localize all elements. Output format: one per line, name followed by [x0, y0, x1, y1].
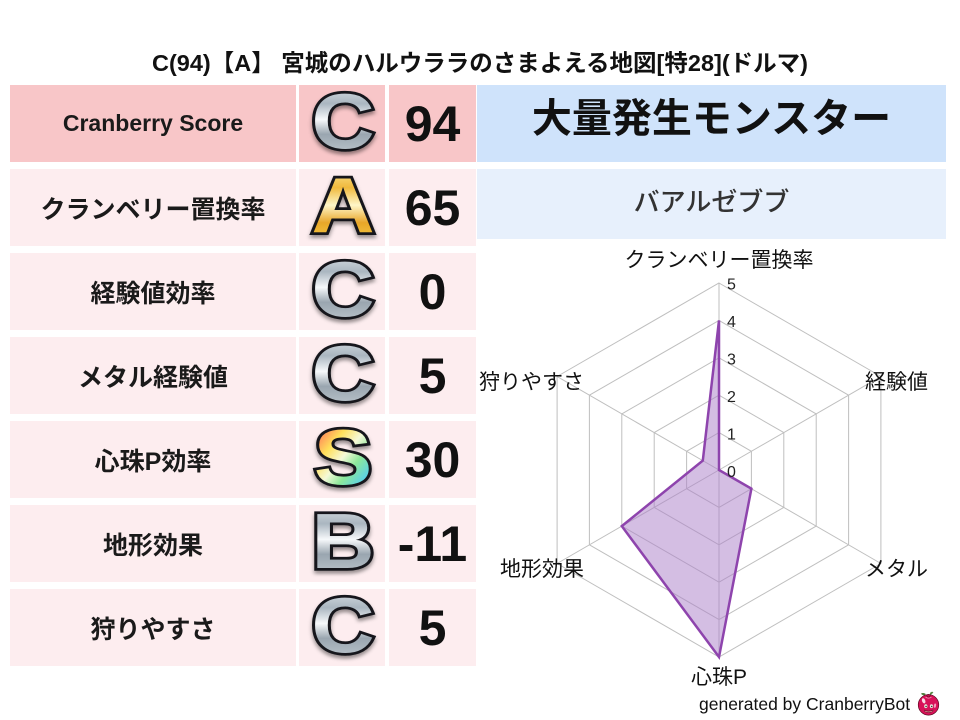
svg-text:0: 0 [727, 464, 736, 481]
svg-text:心珠P: 心珠P [691, 666, 747, 689]
svg-text:狩りやすさ: 狩りやすさ [479, 371, 584, 394]
svg-text:クランベリー置換率: クランベリー置換率 [625, 249, 814, 272]
svg-text:2: 2 [727, 389, 736, 406]
svg-text:経験値: 経験値 [865, 371, 928, 394]
svg-text:4: 4 [727, 314, 736, 331]
svg-text:3: 3 [727, 352, 736, 369]
svg-text:地形効果: 地形効果 [500, 558, 584, 581]
svg-text:5: 5 [727, 277, 736, 294]
svg-text:メタル: メタル [865, 558, 928, 581]
svg-text:1: 1 [727, 427, 736, 444]
